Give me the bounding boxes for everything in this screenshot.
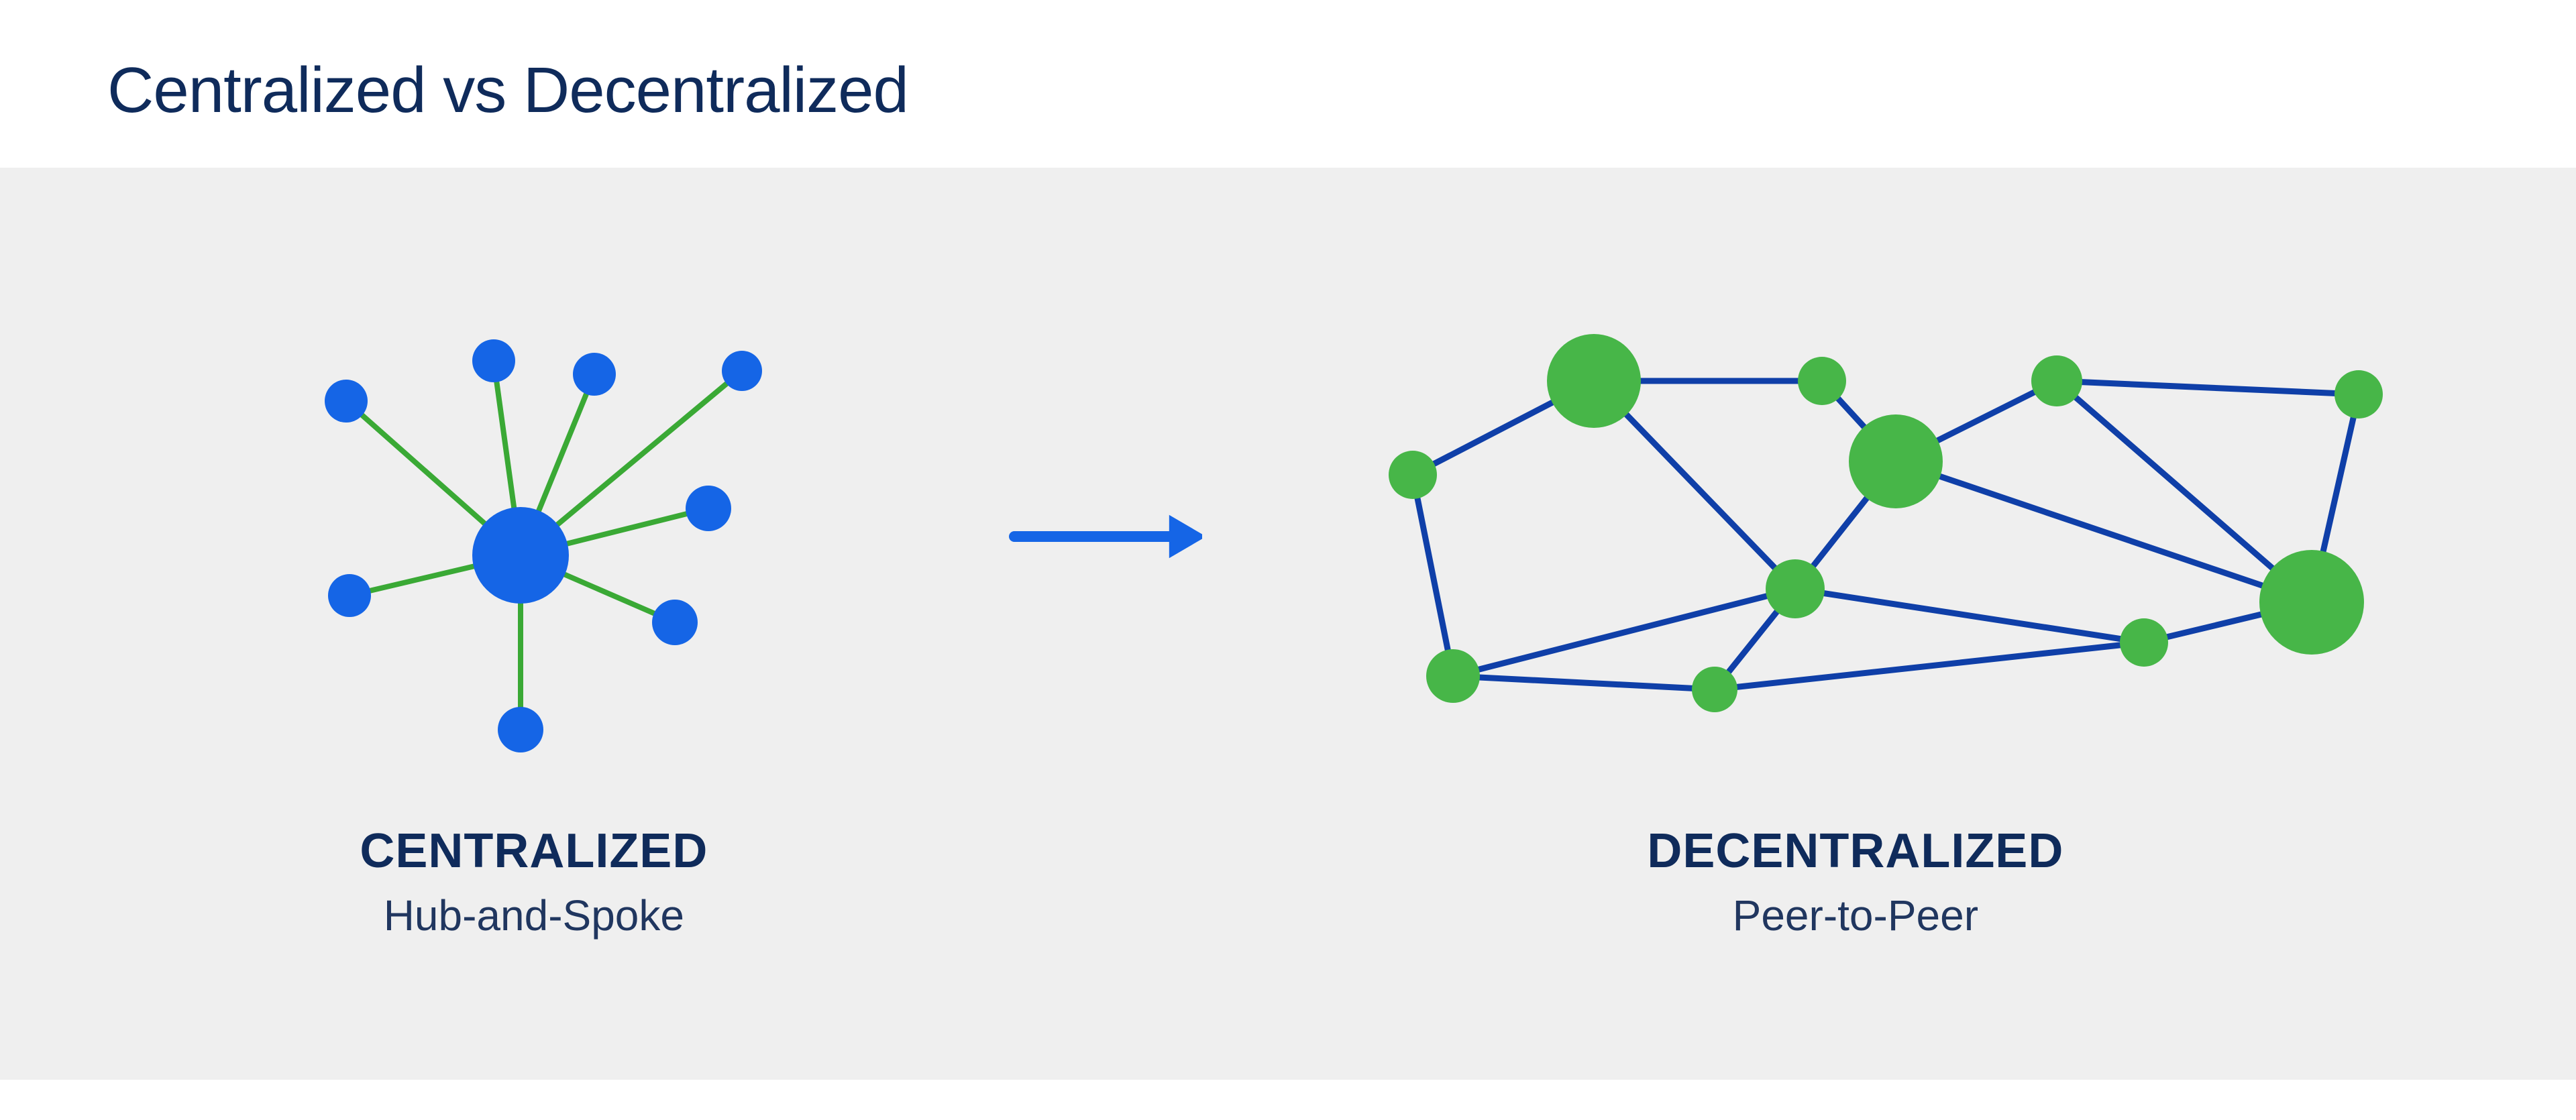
header: Centralized vs Decentralized — [0, 0, 2576, 168]
diagram-area: CENTRALIZED Hub-and-Spoke DECENTRALIZED … — [0, 168, 2576, 1080]
centralized-network-graph — [232, 307, 836, 777]
centralized-caption: CENTRALIZED Hub-and-Spoke — [360, 824, 708, 940]
decentralized-caption-sub: Peer-to-Peer — [1647, 891, 2063, 940]
arrow-container — [1001, 496, 1202, 577]
decentralized-network-graph — [1285, 307, 2426, 777]
right-arrow-icon — [1001, 496, 1202, 577]
centralized-caption-sub: Hub-and-Spoke — [360, 891, 708, 940]
centralized-panel: CENTRALIZED Hub-and-Spoke — [67, 307, 1001, 940]
decentralized-panel: DECENTRALIZED Peer-to-Peer — [1202, 307, 2509, 940]
decentralized-caption-title: DECENTRALIZED — [1647, 824, 2063, 879]
decentralized-caption: DECENTRALIZED Peer-to-Peer — [1647, 824, 2063, 940]
centralized-caption-title: CENTRALIZED — [360, 824, 708, 879]
page-title: Centralized vs Decentralized — [107, 54, 2469, 127]
